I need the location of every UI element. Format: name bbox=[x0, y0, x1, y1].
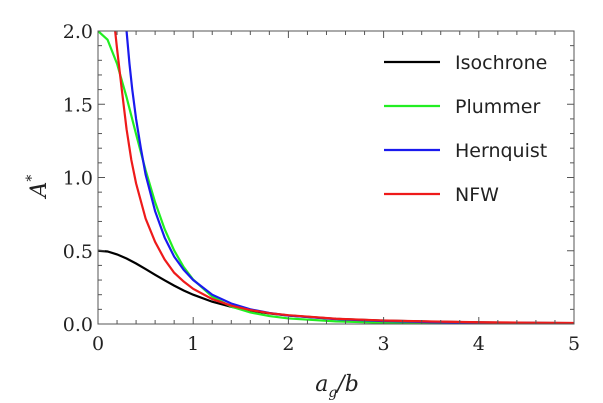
y-tick-label: 0.0 bbox=[63, 314, 93, 336]
y-axis-label-sup: * bbox=[24, 175, 40, 182]
y-axis-label-main: A bbox=[27, 182, 52, 200]
x-tick-label: 1 bbox=[187, 333, 199, 355]
x-tick-label: 3 bbox=[378, 333, 390, 355]
series-line-isochrone bbox=[98, 249, 574, 324]
x-axis-label-sub: g bbox=[328, 385, 337, 401]
axes-layer: 0 1 2 3 4 5 0.0 0.5 1.0 1.5 2.0 bbox=[63, 21, 580, 355]
x-axis-label-rest: /b bbox=[335, 372, 359, 397]
y-tick-label: 1.5 bbox=[63, 94, 93, 116]
x-tick-label: 4 bbox=[473, 333, 485, 355]
x-tick-label: 5 bbox=[568, 333, 580, 355]
series-layer bbox=[98, 31, 574, 324]
y-tick-label: 2.0 bbox=[63, 21, 93, 43]
legend-layer: Isochrone Plummer Hernquist NFW bbox=[384, 52, 547, 206]
legend-label-plummer: Plummer bbox=[455, 96, 540, 118]
x-axis-label-main: a bbox=[315, 372, 328, 397]
x-tick-label: 2 bbox=[282, 333, 294, 355]
plot-frame bbox=[97, 30, 575, 325]
legend-label-isochrone: Isochrone bbox=[455, 52, 547, 74]
x-axis-label: ag/b bbox=[315, 372, 359, 401]
series-line-hernquist bbox=[125, 31, 574, 324]
series-line-plummer bbox=[98, 31, 574, 324]
y-tick-label: 0.5 bbox=[63, 241, 93, 263]
legend-label-nfw: NFW bbox=[455, 184, 499, 206]
series-line-nfw bbox=[114, 31, 574, 324]
y-axis-label: A* bbox=[24, 175, 52, 200]
legend-label-hernquist: Hernquist bbox=[455, 140, 547, 162]
y-tick-label: 1.0 bbox=[63, 168, 93, 190]
x-tick-label: 0 bbox=[92, 333, 104, 355]
